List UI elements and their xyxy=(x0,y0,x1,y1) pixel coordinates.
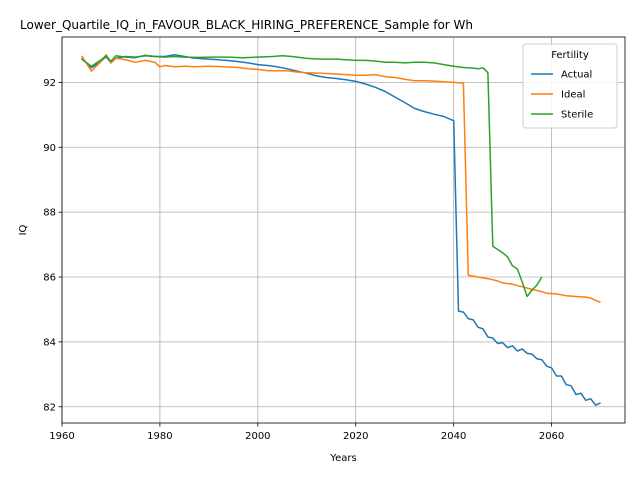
y-tick-label: 92 xyxy=(43,78,56,89)
series-line-ideal xyxy=(80,54,601,303)
x-tick-label: 2060 xyxy=(539,431,564,442)
y-tick-label: 84 xyxy=(43,337,56,348)
series-line-sterile xyxy=(81,54,543,298)
legend-label-actual: Actual xyxy=(561,70,592,81)
x-tick-label: 1960 xyxy=(49,431,74,442)
y-tick-label: 90 xyxy=(43,143,56,154)
legend-label-ideal: Ideal xyxy=(561,90,585,101)
y-tick-label: 86 xyxy=(43,273,56,284)
series-lines xyxy=(80,54,601,406)
x-tick-label: 2000 xyxy=(245,431,270,442)
legend-items: Actual Ideal Sterile xyxy=(531,70,593,121)
legend: Fertility Actual Ideal Sterile xyxy=(522,43,618,129)
x-axis: 1960 1980 2000 2020 2040 2060 xyxy=(49,423,564,442)
legend-label-sterile: Sterile xyxy=(561,110,593,121)
y-tick-label: 88 xyxy=(43,208,56,219)
y-axis-label: IQ xyxy=(18,224,29,235)
plot-area-frame xyxy=(61,36,626,424)
legend-box xyxy=(522,43,618,129)
y-tick-label: 82 xyxy=(43,402,56,413)
series-line-actual xyxy=(81,54,601,406)
grid-lines xyxy=(61,37,625,423)
x-tick-label: 1980 xyxy=(147,431,172,442)
x-tick-label: 2020 xyxy=(343,431,368,442)
y-axis: 82 84 86 88 90 92 xyxy=(43,78,62,413)
x-tick-label: 2040 xyxy=(441,431,466,442)
legend-title: Fertility xyxy=(551,50,589,61)
chart-title: Lower_Quartile_IQ_in_FAVOUR_BLACK_HIRING… xyxy=(20,18,473,32)
x-axis-label: Years xyxy=(329,453,356,464)
